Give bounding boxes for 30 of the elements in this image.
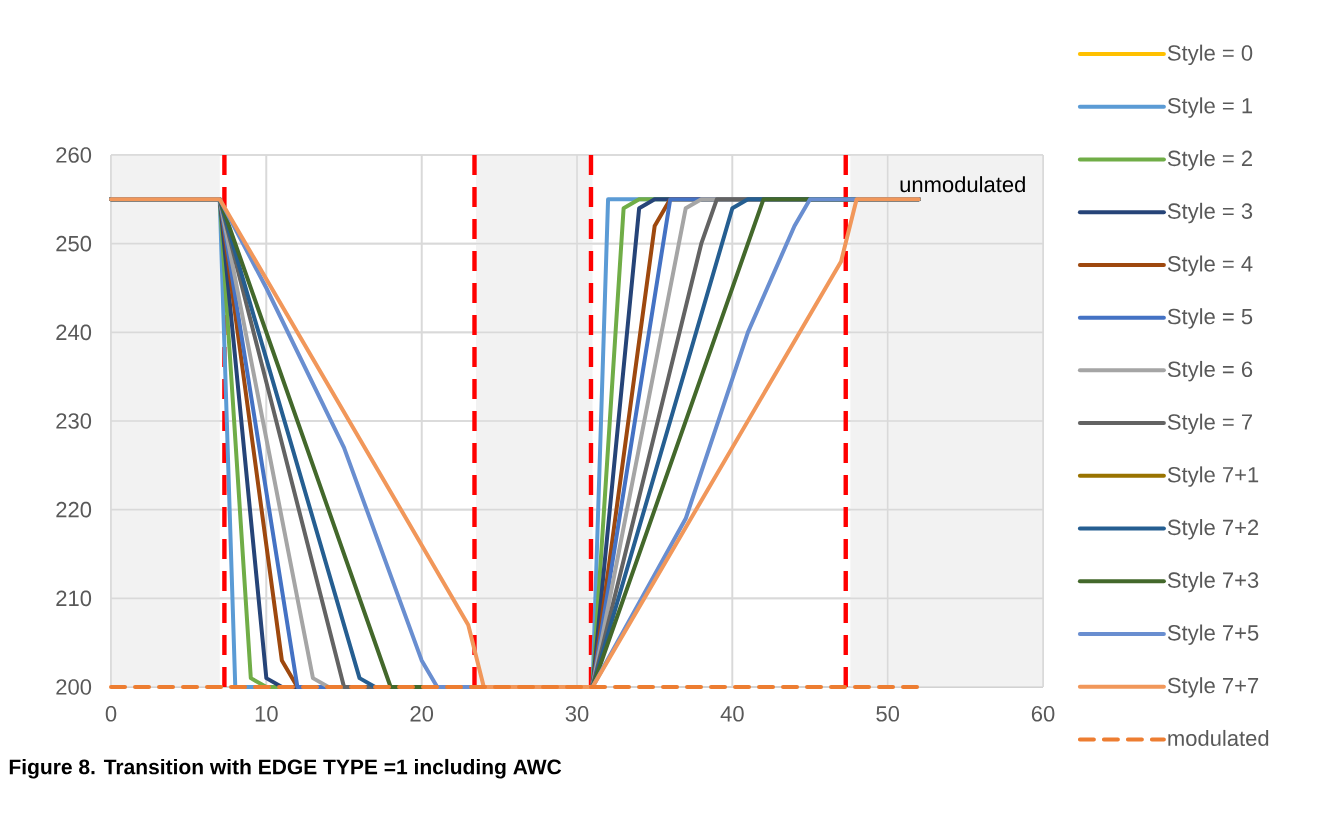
- legend-label: Style 7+1: [1167, 466, 1259, 487]
- legend-label: Style 7+5: [1167, 624, 1259, 645]
- legend-label: Style = 1: [1167, 97, 1253, 118]
- legend-label: Style = 4: [1167, 255, 1253, 276]
- legend-label: modulated: [1168, 729, 1269, 747]
- legend-label: Style = 5: [1167, 308, 1253, 329]
- x-tick-label: 60: [1031, 706, 1055, 722]
- legend-label: Style = 6: [1167, 360, 1253, 382]
- x-tick-label: 10: [255, 706, 278, 722]
- x-tick-label: 40: [720, 706, 744, 722]
- legend-label: Style 7+7: [1167, 677, 1259, 698]
- y-tick-label: 220: [56, 501, 92, 518]
- legend-label: Style = 0: [1167, 44, 1253, 66]
- x-tick-label: 50: [876, 706, 900, 722]
- y-tick-label: 210: [56, 590, 92, 607]
- legend-label: Style = 7: [1167, 413, 1252, 435]
- annotation: unmodulated: [900, 176, 1025, 193]
- legend-label: Style 7+3: [1167, 571, 1259, 593]
- x-tick-label: 30: [565, 706, 589, 722]
- legend-label: Style = 2: [1167, 150, 1252, 171]
- y-tick-label: 260: [56, 147, 92, 163]
- legend-label: Style 7+2: [1167, 519, 1259, 540]
- y-tick-label: 200: [56, 679, 92, 695]
- caption: Figure 8. Transition with EDGE TYPE =1 including AWC: [9, 758, 562, 779]
- y-tick-label: 230: [56, 413, 92, 429]
- y-tick-label: 250: [56, 235, 92, 252]
- x-tick-label: 20: [410, 706, 434, 722]
- legend-label: Style = 3: [1167, 202, 1253, 224]
- y-tick-label: 240: [56, 324, 92, 341]
- x-tick-label: 0: [105, 706, 117, 722]
